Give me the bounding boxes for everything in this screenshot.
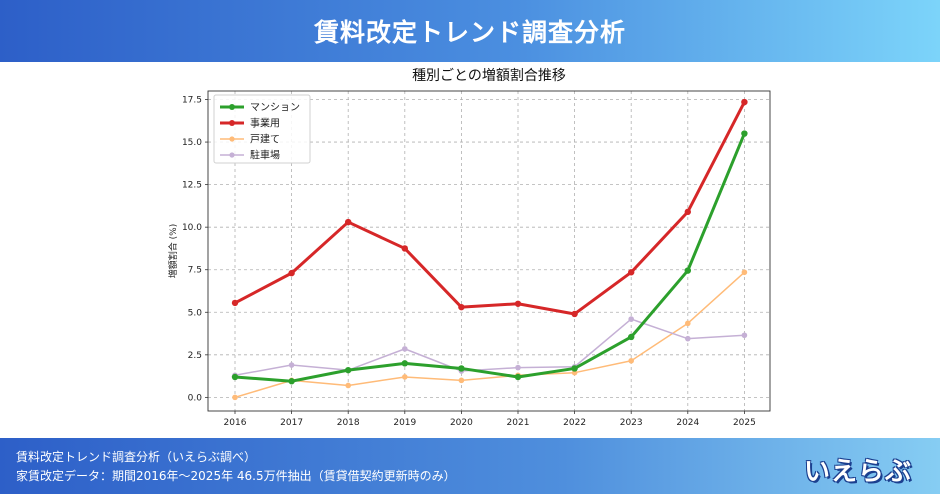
data-point [288, 269, 295, 277]
legend-marker [229, 104, 235, 110]
data-point [402, 346, 408, 352]
y-tick-label: 5.0 [188, 308, 203, 318]
brand-logo: いえらぶ [803, 457, 912, 487]
data-point [345, 382, 352, 389]
data-point [514, 373, 522, 381]
x-tick-label: 2018 [337, 418, 360, 428]
data-point [684, 267, 691, 274]
y-axis-label: 増額割合 (%) [167, 224, 179, 278]
y-tick-label: 15.0 [182, 138, 202, 148]
data-point [345, 366, 352, 374]
data-point [401, 360, 408, 367]
legend-label: 戸建て [250, 133, 280, 146]
data-point [288, 378, 295, 385]
data-point [515, 364, 521, 371]
y-tick-label: 10.0 [182, 223, 202, 233]
page-title: 賃料改定トレンド調査分析 [313, 18, 626, 47]
data-point [741, 332, 748, 339]
footer-source: 賃料改定トレンド調査分析（いえらぶ調べ） [16, 450, 257, 464]
x-tick-label: 2021 [507, 418, 530, 428]
legend-label: 事業用 [250, 117, 280, 130]
data-point [628, 357, 634, 364]
data-point [571, 365, 578, 372]
data-point [231, 373, 239, 381]
y-tick-label: 7.5 [188, 266, 202, 276]
y-tick-label: 0.0 [188, 393, 203, 403]
x-tick-label: 2024 [676, 418, 699, 428]
data-point [571, 310, 578, 318]
y-tick-label: 12.5 [182, 181, 202, 191]
legend-label: マンション [250, 103, 300, 114]
legend-marker [229, 152, 235, 158]
data-point [514, 300, 522, 307]
data-point [685, 320, 691, 327]
data-point [628, 269, 635, 276]
data-point [628, 316, 634, 322]
x-tick-label: 2019 [393, 418, 416, 428]
y-tick-label: 17.5 [182, 96, 202, 106]
data-point [231, 299, 239, 307]
legend-label: 駐車場 [250, 149, 280, 162]
x-tick-label: 2020 [450, 418, 473, 428]
footer-note: 家賃改定データ：期間2016年～2025年 46.5万件抽出（賃貸借契約更新時の… [16, 469, 456, 483]
data-point [288, 362, 295, 368]
data-point [458, 377, 465, 384]
legend-marker [229, 136, 235, 142]
plot-frame [207, 90, 771, 412]
series-line-0 [234, 132, 746, 383]
y-tick-label: 2.5 [188, 351, 202, 361]
data-point [628, 333, 635, 341]
data-point [401, 245, 408, 252]
chart-title: 種別ごとの増額割合推移 [412, 67, 566, 84]
header-banner: 賃料改定トレンド調査分析 [0, 0, 940, 62]
x-tick-label: 2022 [563, 418, 586, 428]
data-point [458, 365, 465, 372]
data-point [232, 394, 238, 401]
data-point [741, 98, 748, 106]
series-line-1 [234, 101, 746, 316]
data-point [458, 303, 465, 311]
data-point [741, 130, 748, 137]
series-line-2 [234, 271, 745, 399]
line-chart: 種別ごとの増額割合推移 0.0 2.5 5.0 7.5 10.0 12.5 15.0 17.5 2… [167, 67, 771, 428]
x-tick-label: 2025 [733, 418, 756, 428]
series-line-3 [234, 318, 745, 376]
x-tick-label: 2017 [280, 418, 303, 428]
x-tick-label: 2023 [620, 418, 643, 428]
legend-box [213, 94, 311, 164]
data-point [685, 335, 691, 342]
data-point [741, 269, 748, 276]
data-point [345, 218, 352, 226]
footer-banner: 賃料改定トレンド調査分析（いえらぶ調べ） 家賃改定データ：期間2016年～202… [0, 438, 940, 494]
chart-area: 種別ごとの増額割合推移 0.0 2.5 5.0 7.5 10.0 12.5 15.0 17.5 2… [0, 62, 940, 438]
legend-marker [229, 120, 235, 126]
data-point [402, 374, 408, 380]
data-point [684, 208, 691, 216]
x-tick-label: 2016 [224, 418, 247, 428]
